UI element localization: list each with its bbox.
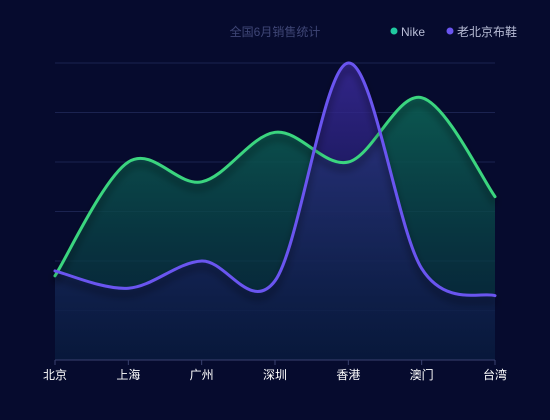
legend-item-nike[interactable]: Nike [390, 25, 426, 39]
legend-label-laobeijing: 老北京布鞋 [457, 24, 517, 39]
data-point-nike[interactable] [491, 193, 499, 201]
data-point-laobeijing[interactable] [124, 284, 132, 292]
chart-title: 全国6月销售统计 [230, 24, 321, 39]
series-lines [51, 59, 499, 300]
data-point-laobeijing[interactable] [198, 257, 206, 265]
data-point-laobeijing[interactable] [51, 267, 59, 275]
data-point-nike[interactable] [124, 158, 132, 166]
legend-marker-laobeijing [446, 27, 454, 35]
data-point-laobeijing[interactable] [491, 292, 499, 300]
legend-marker-nike [390, 27, 398, 35]
data-point-nike[interactable] [198, 178, 206, 186]
data-point-nike[interactable] [418, 94, 426, 102]
data-point-laobeijing[interactable] [344, 59, 352, 67]
x-tick-label: 深圳 [263, 368, 287, 382]
series-line-laobeijing[interactable] [53, 61, 497, 298]
x-axis: 北京 上海 广州 深圳 香港 澳门 台湾 [43, 359, 507, 382]
x-tick-label: 北京 [43, 368, 67, 382]
x-tick-label: 香港 [336, 368, 360, 382]
legend[interactable]: Nike 老北京布鞋 [390, 24, 518, 39]
data-point-nike[interactable] [344, 158, 352, 166]
legend-label-nike: Nike [401, 25, 425, 39]
x-tick-label: 广州 [190, 368, 214, 382]
data-point-laobeijing[interactable] [271, 277, 279, 285]
data-point-laobeijing[interactable] [418, 264, 426, 272]
x-tick-label: 台湾 [483, 367, 507, 382]
legend-item-laobeijing[interactable]: 老北京布鞋 [446, 24, 518, 39]
x-tick-label: 澳门 [410, 367, 434, 382]
x-tick-label: 上海 [116, 367, 140, 382]
data-point-nike[interactable] [271, 128, 279, 136]
series-line-nike[interactable] [53, 96, 497, 278]
area-fill-laobeijing [55, 62, 495, 360]
series-areas [55, 62, 495, 361]
